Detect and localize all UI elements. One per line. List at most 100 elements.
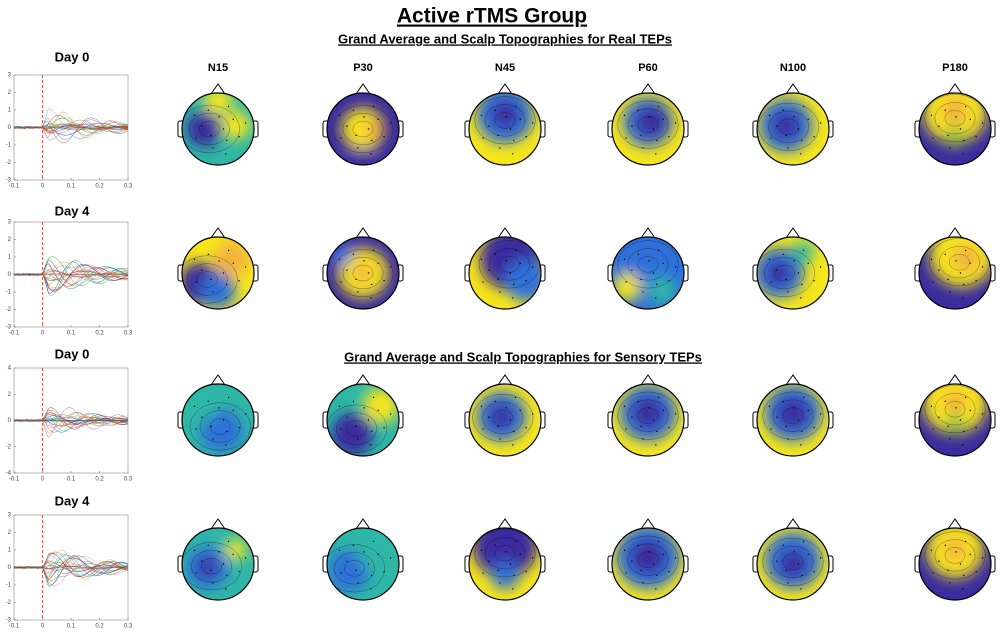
electrode — [768, 405, 771, 408]
electrode — [949, 291, 951, 293]
section-title: Grand Average and Scalp Topographies for… — [338, 31, 672, 46]
electrode — [488, 560, 490, 562]
electrode — [512, 297, 514, 299]
electrode — [227, 105, 230, 108]
eeg-trace — [13, 549, 129, 580]
contour — [332, 249, 394, 297]
head-outline — [756, 527, 830, 601]
electrode — [631, 269, 633, 271]
blob — [951, 244, 981, 273]
x-tick-label: 0.2 — [95, 477, 104, 483]
electrode — [801, 574, 803, 577]
scalp-topography — [322, 374, 404, 457]
electrode — [340, 572, 342, 574]
electrode — [212, 291, 214, 293]
electrode — [674, 266, 677, 268]
scalp-topography — [322, 227, 404, 310]
head-outline — [468, 527, 542, 601]
electrode — [207, 400, 209, 402]
electrode — [969, 409, 971, 412]
topography-fill — [612, 93, 684, 165]
electrode — [499, 438, 501, 440]
electrode — [482, 137, 484, 139]
electrode — [346, 560, 348, 562]
scalp-topography — [177, 374, 259, 457]
electrode — [959, 272, 962, 274]
contour — [484, 537, 526, 570]
electrode — [480, 549, 483, 552]
row-label: Day 0 — [55, 346, 90, 361]
electrode — [947, 569, 949, 572]
eeg-trace — [13, 561, 129, 574]
electrode — [662, 118, 664, 121]
electrode — [367, 563, 370, 565]
eeg-trace — [13, 412, 129, 426]
scalp-topography — [914, 374, 996, 457]
electrode — [372, 105, 375, 108]
electrode — [232, 553, 234, 556]
blob — [631, 396, 665, 429]
electrode — [648, 407, 650, 409]
blobs — [185, 538, 247, 590]
electrode — [969, 262, 971, 265]
electrode — [625, 281, 627, 283]
electrode — [655, 588, 657, 590]
electrode — [352, 544, 354, 546]
electrode — [367, 272, 370, 274]
electrode — [226, 283, 228, 286]
electrode — [802, 105, 805, 108]
component-label: N100 — [780, 62, 806, 74]
head-outline — [918, 527, 992, 601]
electrode — [238, 280, 240, 282]
electrode — [631, 416, 633, 418]
component-label: P30 — [353, 62, 373, 74]
electrode — [525, 136, 527, 138]
electrode — [355, 569, 357, 572]
scalp-topography — [607, 374, 689, 457]
x-tick-label: 0 — [41, 184, 45, 190]
y-tick-label: 2 — [8, 530, 12, 536]
electrode — [193, 549, 196, 552]
electrode — [494, 544, 496, 546]
y-tick-label: -3 — [6, 178, 12, 184]
electrode — [371, 574, 373, 577]
head-outline — [326, 92, 400, 166]
x-tick-label: 0.2 — [95, 624, 104, 630]
blobs — [764, 531, 822, 590]
nose — [355, 518, 371, 530]
scalp-topography — [177, 227, 259, 310]
nose — [785, 83, 801, 95]
electrode — [513, 430, 515, 433]
electrode — [513, 283, 515, 286]
electrode — [357, 582, 359, 584]
electrode — [655, 153, 657, 155]
head-outline — [756, 236, 830, 310]
figure-title: Active rTMS Group — [397, 5, 587, 28]
topography-fill — [327, 528, 399, 600]
scalp-topography — [752, 518, 834, 601]
electrode — [975, 571, 977, 573]
x-tick-label: 0 — [41, 477, 45, 483]
electrode — [648, 551, 650, 553]
head-outline — [326, 527, 400, 601]
blob — [200, 273, 236, 309]
contour — [199, 410, 241, 443]
electrode — [637, 400, 639, 402]
electrode — [210, 134, 212, 137]
electrode — [488, 125, 490, 127]
electrode — [222, 272, 225, 274]
electrode — [770, 572, 772, 574]
nose — [785, 227, 801, 239]
head-outline — [468, 92, 542, 166]
y-tick-label: -3 — [6, 618, 12, 624]
electrode — [662, 553, 664, 556]
electrode — [776, 125, 778, 127]
blobs — [476, 93, 534, 144]
electrode — [975, 136, 977, 138]
nose — [355, 83, 371, 95]
electrode — [640, 569, 642, 572]
head-outline — [611, 236, 685, 310]
electrode — [519, 118, 521, 121]
head-outline — [181, 236, 255, 310]
eeg-trace — [13, 419, 128, 422]
